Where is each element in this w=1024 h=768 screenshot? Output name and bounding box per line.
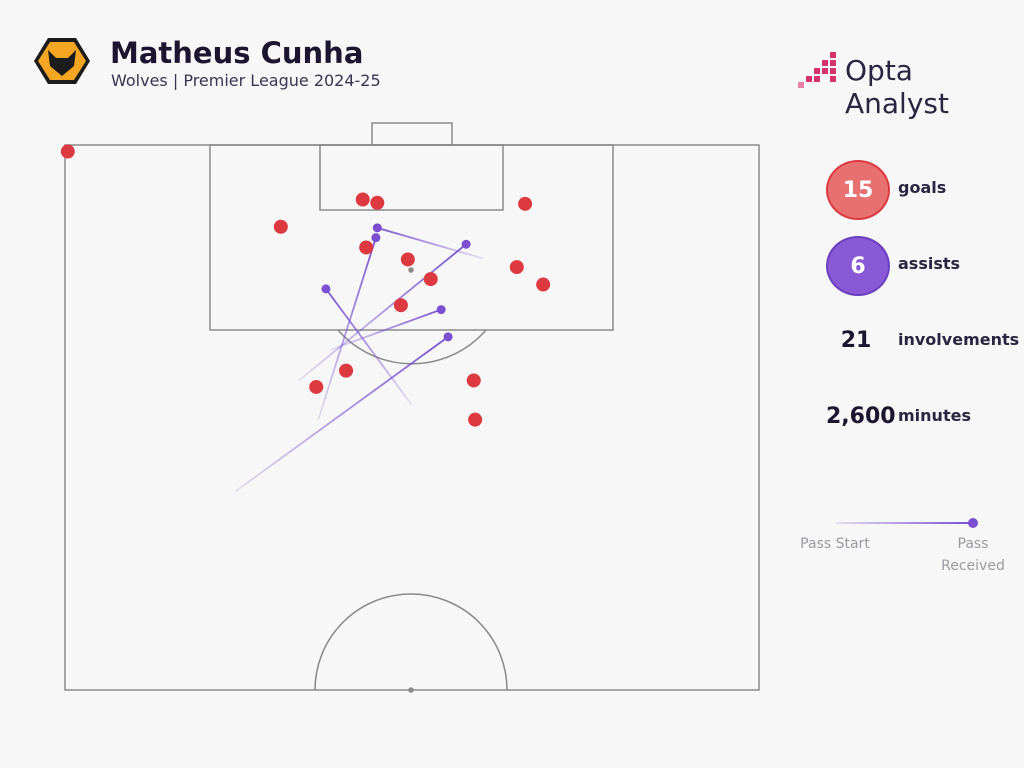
- stat: 15 goals: [820, 160, 1020, 220]
- assist-received: [372, 223, 382, 233]
- opta-icon: [798, 52, 836, 88]
- stat: 2,600 minutes: [820, 388, 1020, 448]
- goal: [393, 298, 408, 313]
- stat-label: assists: [898, 254, 961, 273]
- pitch-lines: [64, 122, 760, 693]
- goal: [400, 252, 415, 267]
- assist-pass: [377, 226, 484, 260]
- stat-label: minutes: [898, 406, 971, 425]
- stat-value: 6: [826, 236, 890, 296]
- assist-pass: [317, 237, 377, 420]
- goal: [359, 240, 374, 255]
- stat-value: 21: [840, 327, 872, 353]
- stat-label: goals: [898, 178, 947, 197]
- stat: 21 involvements: [820, 312, 1020, 372]
- legend-start: Pass Start: [800, 536, 870, 552]
- goal: [466, 373, 481, 388]
- goal: [509, 260, 524, 275]
- assist-received: [321, 284, 331, 294]
- assist-received: [461, 239, 471, 249]
- goal: [423, 272, 438, 287]
- stat-label: involvements: [898, 330, 1020, 349]
- assist-pass: [234, 336, 449, 493]
- goal: [355, 192, 370, 207]
- goal: [468, 412, 483, 427]
- stat: 6 assists: [820, 236, 1020, 296]
- title: Matheus Cunha: [110, 36, 364, 70]
- legend-end: Pass Received: [941, 536, 1005, 574]
- assist-received: [436, 305, 446, 315]
- assist-pass: [325, 288, 413, 405]
- goal: [309, 379, 324, 394]
- goal: [370, 195, 385, 210]
- assist-received: [371, 233, 381, 243]
- goal: [518, 196, 533, 211]
- goal: [60, 144, 75, 159]
- crest: [34, 38, 90, 84]
- stat-value: 2,600: [826, 403, 896, 429]
- goal: [339, 363, 354, 378]
- goal: [273, 219, 288, 234]
- subtitle: Wolves | Premier League 2024-25: [111, 71, 381, 90]
- stat-value: 15: [826, 160, 890, 220]
- brand: Opta Analyst: [845, 54, 949, 120]
- assist-received: [443, 332, 453, 342]
- goal: [536, 277, 551, 292]
- assist-pass: [329, 308, 442, 351]
- legend-dot: [968, 518, 978, 528]
- assist-pass: [298, 243, 467, 382]
